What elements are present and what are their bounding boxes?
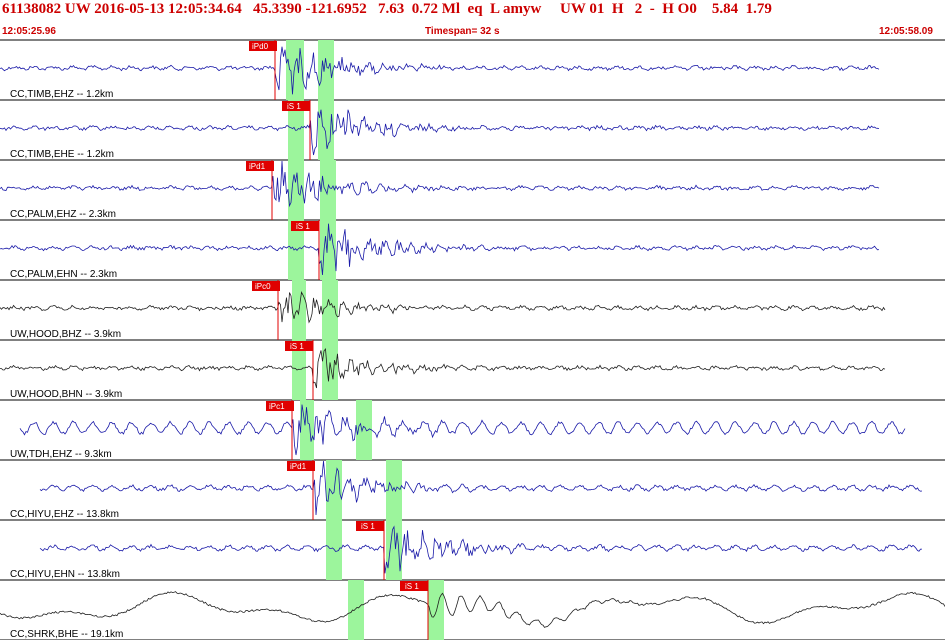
- waveform-trace: [39, 460, 923, 516]
- s-window: [386, 520, 402, 580]
- pick-label: iS 1: [287, 102, 301, 111]
- s-window: [386, 460, 402, 520]
- p-window: [286, 40, 304, 100]
- trace-label: CC,HIYU,EHZ -- 13.8km: [10, 509, 119, 520]
- pick-flag[interactable]: [252, 281, 280, 291]
- waveform-trace: [0, 347, 886, 389]
- pick-label: iPc0: [255, 282, 271, 291]
- pick-flag[interactable]: [356, 521, 384, 531]
- trace-label: CC,HIYU,EHN -- 13.8km: [10, 569, 120, 580]
- waveform-trace: [0, 591, 945, 628]
- s-window: [356, 400, 372, 460]
- s-window: [428, 580, 444, 640]
- trace-label: UW,HOOD,BHZ -- 3.9km: [10, 329, 121, 340]
- trace-label: CC,PALM,EHN -- 2.3km: [10, 269, 117, 280]
- p-window: [288, 160, 304, 220]
- trace-label: UW,TDH,EHZ -- 9.3km: [10, 449, 112, 460]
- s-window: [318, 100, 334, 160]
- p-window: [326, 520, 342, 580]
- timespan-label: Timespan= 32 s: [425, 26, 500, 37]
- pick-flag[interactable]: [287, 461, 315, 471]
- pick-flag[interactable]: [282, 101, 310, 111]
- pick-label: iS 1: [296, 222, 310, 231]
- s-window: [322, 340, 338, 400]
- s-window: [318, 40, 334, 100]
- pick-label: iPc1: [269, 402, 285, 411]
- p-window: [348, 580, 364, 640]
- pick-label: iS 1: [290, 342, 304, 351]
- waveform-trace: [39, 525, 922, 574]
- trace-label: CC,TIMB,EHE -- 1.2km: [10, 149, 114, 160]
- s-window: [322, 280, 338, 340]
- trace-label: CC,SHRK,BHE -- 19.1km: [10, 629, 123, 640]
- pick-flag[interactable]: [400, 581, 428, 591]
- waveform-trace: [0, 160, 880, 208]
- trace-label: CC,PALM,EHZ -- 2.3km: [10, 209, 116, 220]
- event-summary-line: 61138082 UW 2016-05-13 12:05:34.64 45.33…: [2, 1, 772, 17]
- pick-label: iPd1: [290, 462, 307, 471]
- pick-flag[interactable]: [249, 41, 277, 51]
- pick-label: iPd0: [252, 42, 269, 51]
- pick-flag[interactable]: [246, 161, 274, 171]
- trace-label: UW,HOOD,BHN -- 3.9km: [10, 389, 122, 400]
- p-window: [292, 340, 306, 400]
- waveform-trace: [0, 109, 880, 156]
- pick-flag[interactable]: [266, 401, 294, 411]
- p-window: [288, 220, 304, 280]
- end-time-label: 12:05:58.09: [879, 26, 933, 37]
- pick-flag[interactable]: [285, 341, 313, 351]
- waveform-trace: [0, 291, 886, 324]
- pick-label: iS 1: [361, 522, 375, 531]
- pick-flag[interactable]: [291, 221, 319, 231]
- trace-label: CC,TIMB,EHZ -- 1.2km: [10, 89, 113, 100]
- start-time-label: 12:05:25.96: [2, 26, 56, 37]
- pick-label: iS 1: [405, 582, 419, 591]
- waveform-trace: [19, 404, 906, 456]
- waveform-trace: [0, 46, 880, 95]
- pick-label: iPd1: [249, 162, 266, 171]
- waveform-trace: [0, 223, 880, 276]
- event-header: 61138082 UW 2016-05-13 12:05:34.64 45.33…: [0, 0, 945, 24]
